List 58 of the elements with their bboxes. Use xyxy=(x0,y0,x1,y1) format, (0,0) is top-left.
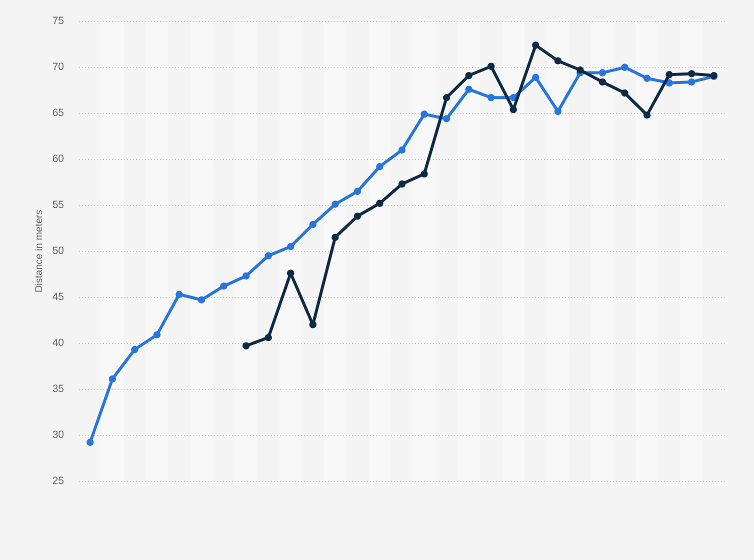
point xyxy=(532,42,540,49)
point xyxy=(242,342,250,350)
point xyxy=(153,331,161,338)
point xyxy=(176,290,183,298)
point xyxy=(488,94,495,102)
point xyxy=(643,74,651,82)
point xyxy=(287,242,294,250)
point xyxy=(598,69,606,76)
point xyxy=(131,346,138,354)
y-tick-label: 45 xyxy=(52,291,64,304)
point xyxy=(643,111,651,119)
point xyxy=(510,106,517,114)
point xyxy=(198,296,206,304)
point xyxy=(532,74,540,81)
point xyxy=(488,62,495,70)
y-tick-label: 60 xyxy=(52,153,64,166)
point xyxy=(309,220,316,228)
point xyxy=(376,200,384,207)
point xyxy=(309,321,316,328)
point xyxy=(376,162,384,170)
point xyxy=(354,188,362,195)
point xyxy=(264,334,272,342)
point xyxy=(220,282,228,290)
point xyxy=(442,94,450,102)
point xyxy=(287,270,294,277)
point xyxy=(242,272,250,280)
y-tick-label: 55 xyxy=(52,199,64,212)
point xyxy=(398,146,406,154)
y-tick-label: 75 xyxy=(52,15,64,28)
point xyxy=(576,66,584,74)
point xyxy=(666,71,673,78)
point xyxy=(554,57,562,64)
point xyxy=(621,64,628,71)
point xyxy=(465,86,472,93)
point xyxy=(442,115,450,122)
point xyxy=(398,180,406,188)
point xyxy=(598,78,606,86)
y-axis-title: Distance in meters xyxy=(34,210,45,293)
point xyxy=(688,70,696,78)
point xyxy=(332,234,339,241)
point xyxy=(354,212,362,220)
y-tick-label: 65 xyxy=(52,107,64,120)
point xyxy=(264,252,272,260)
point xyxy=(688,78,696,86)
point xyxy=(420,170,428,178)
point xyxy=(108,375,116,383)
y-tick-label: 40 xyxy=(52,336,64,349)
point xyxy=(621,89,628,97)
point xyxy=(420,110,428,118)
point xyxy=(332,200,339,208)
y-tick-label: 70 xyxy=(52,61,64,74)
point xyxy=(86,438,94,446)
y-tick-label: 30 xyxy=(52,428,64,441)
y-tick-label: 25 xyxy=(52,474,64,487)
y-tick-label: 35 xyxy=(52,382,64,395)
point xyxy=(554,108,562,115)
point xyxy=(465,72,472,80)
y-tick-label: 50 xyxy=(52,245,64,258)
